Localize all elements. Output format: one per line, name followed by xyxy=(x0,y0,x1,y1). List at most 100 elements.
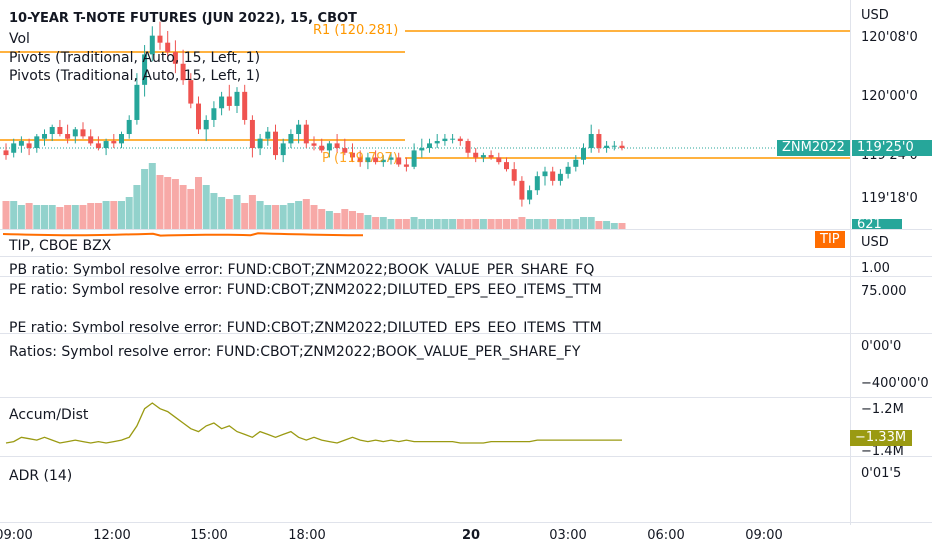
ratios-pane[interactable]: Ratios: Symbol resolve error: FUND:CBOT;… xyxy=(0,334,850,397)
pb-legend[interactable]: PB ratio: Symbol resolve error: FUND:CBO… xyxy=(9,262,595,276)
candle xyxy=(527,190,533,200)
time-tick: 09:00 xyxy=(0,528,33,543)
candle xyxy=(488,155,494,158)
pe-legend-1[interactable]: PE ratio: Symbol resolve error: FUND:CBO… xyxy=(9,282,602,298)
volume-bar xyxy=(441,219,449,229)
candle xyxy=(226,96,232,106)
candle xyxy=(119,134,124,144)
volume-bar xyxy=(587,217,595,229)
accum-dist-pane[interactable]: Accum/Dist xyxy=(0,398,850,456)
candle xyxy=(604,145,610,149)
volume-bar xyxy=(272,205,279,229)
candle xyxy=(80,129,86,137)
pane-divider[interactable] xyxy=(0,333,932,334)
candle xyxy=(326,143,332,151)
candle xyxy=(303,124,309,144)
tip-legend[interactable]: TIP, CBOE BZX xyxy=(9,238,112,254)
volume-bar xyxy=(449,219,457,229)
price-axis-divider xyxy=(850,0,851,525)
accum-dist-legend[interactable]: Accum/Dist xyxy=(9,407,89,423)
candle xyxy=(357,157,363,163)
pane-divider[interactable] xyxy=(0,397,932,398)
candle xyxy=(350,152,355,158)
volume-bar xyxy=(71,205,79,229)
pivot-r1-label: R1 (120.281) xyxy=(313,23,399,38)
candle xyxy=(388,157,394,160)
candle xyxy=(565,166,571,174)
volume-bar xyxy=(164,177,172,229)
tip-pane[interactable]: TIP, CBOE BZX xyxy=(0,230,850,256)
volume-bar xyxy=(418,219,426,229)
pivots-legend-1[interactable]: Pivots (Traditional, Auto, 15, Left, 1) xyxy=(9,50,261,66)
volume-bar xyxy=(318,209,326,229)
volume-bar xyxy=(2,201,10,229)
volume-bar xyxy=(295,201,303,229)
adr-pane[interactable]: ADR (14) xyxy=(0,457,850,522)
adr-axis-tick: 0'01'5 xyxy=(861,466,902,481)
candle xyxy=(519,180,525,200)
price-axis-tick: 119'18'0 xyxy=(861,191,918,206)
volume-bar xyxy=(464,219,472,229)
candle xyxy=(3,150,9,156)
volume-bar xyxy=(56,207,64,229)
volume-bar xyxy=(94,203,102,229)
pane-divider[interactable] xyxy=(0,229,932,230)
pivot-p-label: P (119.797) xyxy=(322,151,398,166)
candle xyxy=(234,91,240,106)
volume-bar xyxy=(133,185,141,229)
candle xyxy=(157,35,163,43)
time-axis-divider xyxy=(0,522,932,523)
candle xyxy=(188,80,194,104)
volume-bar xyxy=(79,205,87,229)
adr-legend[interactable]: ADR (14) xyxy=(9,468,73,484)
volume-bar xyxy=(156,175,164,229)
accum-axis-tick: −1.4M xyxy=(861,445,904,455)
chart-title[interactable]: 10-YEAR T-NOTE FUTURES (JUN 2022), 15, C… xyxy=(9,11,357,26)
vol-legend[interactable]: Vol xyxy=(9,31,30,47)
volume-bar xyxy=(310,205,318,229)
pane-divider[interactable] xyxy=(0,456,932,457)
pivots-legend-2[interactable]: Pivots (Traditional, Auto, 15, Left, 1) xyxy=(9,68,261,84)
tip-axis-currency: USD xyxy=(861,235,889,250)
candle xyxy=(588,134,594,149)
candle xyxy=(480,155,486,158)
volume-bar xyxy=(456,219,464,229)
volume-bar xyxy=(187,189,195,229)
volume-bar xyxy=(341,209,349,229)
volume-bar xyxy=(549,219,557,229)
volume-bar xyxy=(248,195,256,229)
volume-bar xyxy=(510,219,518,229)
volume-bar xyxy=(10,201,18,229)
volume-bar xyxy=(395,219,403,229)
tip-tag: TIP xyxy=(815,231,845,248)
volume-bar xyxy=(433,219,441,229)
pane-divider[interactable] xyxy=(0,276,932,277)
candle xyxy=(111,141,117,144)
volume-bar xyxy=(102,201,110,229)
candle xyxy=(95,143,101,149)
ratios-legend[interactable]: Ratios: Symbol resolve error: FUND:CBOT;… xyxy=(9,344,581,360)
volume-bar xyxy=(148,163,156,229)
candle xyxy=(165,42,171,53)
pane-divider[interactable] xyxy=(0,256,932,257)
tip-line xyxy=(2,232,363,237)
price-axis-tick: 120'08'0 xyxy=(861,30,918,45)
candle xyxy=(180,63,186,81)
price-axis-currency[interactable]: USD xyxy=(861,8,889,23)
main-price-pane[interactable] xyxy=(0,0,932,229)
candle xyxy=(265,131,271,139)
time-tick: 12:00 xyxy=(93,528,131,543)
candle xyxy=(334,143,340,149)
pb-pane[interactable]: PB ratio: Symbol resolve error: FUND:CBO… xyxy=(0,257,850,276)
volume-bar xyxy=(518,217,526,229)
pe-pane[interactable]: PE ratio: Symbol resolve error: FUND:CBO… xyxy=(0,277,850,333)
candle xyxy=(296,124,302,135)
volume-bar xyxy=(495,219,503,229)
volume-bar xyxy=(125,197,133,229)
volume-bar xyxy=(241,203,249,229)
candle xyxy=(203,119,209,130)
pe-legend-2[interactable]: PE ratio: Symbol resolve error: FUND:CBO… xyxy=(9,320,602,333)
volume-bar xyxy=(372,217,380,229)
candle xyxy=(342,148,348,153)
